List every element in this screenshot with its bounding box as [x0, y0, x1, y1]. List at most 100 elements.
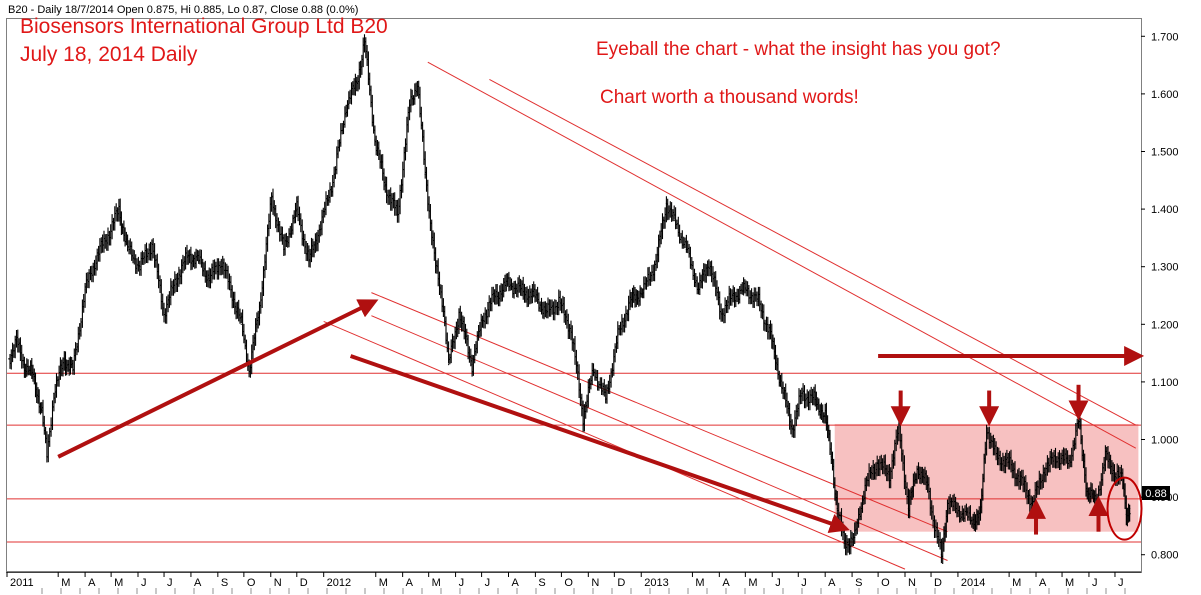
- x-tick-label: A: [88, 577, 96, 589]
- y-tick-label: 1.200: [1151, 319, 1179, 331]
- trend-arrow: [57, 299, 379, 459]
- header-info: B20 - Daily 18/7/2014 Open 0.875, Hi 0.8…: [8, 4, 358, 16]
- price-point: [961, 513, 963, 515]
- price-point: [321, 220, 323, 222]
- price-point: [673, 220, 675, 222]
- price-point: [198, 260, 200, 262]
- price-point: [208, 277, 210, 279]
- chart-title: Biosensors International Group Ltd B20: [20, 15, 388, 38]
- price-point: [1122, 479, 1124, 481]
- price-point: [296, 208, 298, 210]
- channel-line: [371, 292, 948, 533]
- x-tick-label: A: [828, 577, 836, 589]
- price-point: [665, 202, 668, 204]
- price-point: [283, 248, 285, 251]
- price-point: [72, 369, 74, 371]
- x-tick-label: 2011: [10, 577, 34, 589]
- price-point: [333, 173, 335, 176]
- x-tick-label: 2013: [644, 577, 668, 589]
- price-point: [345, 104, 347, 107]
- channel-line: [489, 79, 1137, 426]
- price-point: [995, 456, 997, 458]
- price-point: [1077, 421, 1080, 423]
- price-point: [520, 289, 522, 291]
- price-point: [605, 398, 607, 400]
- price-point: [592, 369, 595, 371]
- price-point: [408, 104, 411, 107]
- chart-subtitle: July 18, 2014 Daily: [20, 43, 198, 66]
- price-point: [15, 340, 18, 343]
- price-point: [248, 369, 250, 371]
- channel-line: [427, 61, 1137, 449]
- last-price-box: [1142, 486, 1170, 500]
- x-tick-label: S: [538, 577, 545, 589]
- x-tick-label: J: [459, 577, 465, 589]
- price-point: [617, 335, 619, 337]
- x-tick-label: O: [564, 577, 573, 589]
- price-point: [258, 306, 261, 308]
- price-point: [813, 398, 815, 400]
- price-point: [843, 542, 845, 544]
- x-tick-label: M: [1012, 577, 1021, 589]
- x-tick-label: M: [695, 577, 704, 589]
- price-point: [655, 260, 657, 262]
- price-point: [187, 254, 189, 256]
- price-point: [801, 392, 803, 395]
- price-point: [41, 410, 43, 412]
- x-tick-label: A: [1039, 577, 1047, 589]
- channel-line: [371, 315, 948, 561]
- price-point: [720, 312, 722, 314]
- price-point: [732, 294, 734, 297]
- y-tick-label: 1.100: [1151, 377, 1179, 389]
- price-point: [1056, 456, 1058, 458]
- question-annotation: Eyeball the chart - what the insight has…: [596, 39, 1001, 60]
- price-point: [416, 81, 418, 83]
- price-point: [830, 456, 832, 458]
- price-point: [356, 81, 358, 83]
- tagline-annotation: Chart worth a thousand words!: [600, 87, 859, 108]
- price-point: [979, 513, 982, 515]
- price-point: [507, 283, 509, 285]
- price-point: [424, 173, 426, 176]
- price-point: [876, 461, 878, 464]
- price-point: [151, 243, 153, 245]
- price-point: [23, 364, 25, 366]
- price-point: [240, 323, 242, 325]
- x-tick-label: O: [881, 577, 890, 589]
- x-tick-label: A: [722, 577, 730, 589]
- x-tick-label: N: [908, 577, 916, 589]
- x-tick-label: A: [511, 577, 519, 589]
- y-tick-label: 1.600: [1151, 89, 1179, 101]
- price-point: [708, 260, 710, 262]
- price-point: [570, 329, 572, 331]
- price-point: [1007, 461, 1009, 464]
- x-tick-label: 2012: [327, 577, 351, 589]
- trend-arrow: [349, 354, 850, 533]
- x-tick-label: J: [485, 577, 491, 589]
- x-tick-label: M: [1065, 577, 1074, 589]
- price-point: [757, 300, 759, 302]
- x-tick-label: O: [247, 577, 256, 589]
- price-point: [127, 248, 129, 251]
- price-point: [396, 214, 399, 216]
- x-tick-label: 2014: [961, 577, 985, 589]
- price-point: [836, 508, 838, 510]
- price-point: [907, 508, 910, 510]
- price-point: [363, 41, 366, 43]
- price-point: [1104, 456, 1107, 458]
- price-point: [985, 427, 988, 429]
- price-point: [448, 364, 450, 366]
- price-point: [442, 306, 445, 308]
- price-point: [629, 300, 631, 302]
- price-point: [1095, 502, 1097, 504]
- price-point: [384, 185, 386, 187]
- price-point: [374, 139, 376, 141]
- x-tick-label: D: [617, 577, 625, 589]
- x-tick-label: J: [1118, 577, 1124, 589]
- y-tick-label: 0.800: [1151, 550, 1179, 562]
- x-tick-label: D: [934, 577, 942, 589]
- x-tick-label: S: [855, 577, 862, 589]
- price-point: [916, 467, 918, 469]
- price-point: [46, 456, 48, 458]
